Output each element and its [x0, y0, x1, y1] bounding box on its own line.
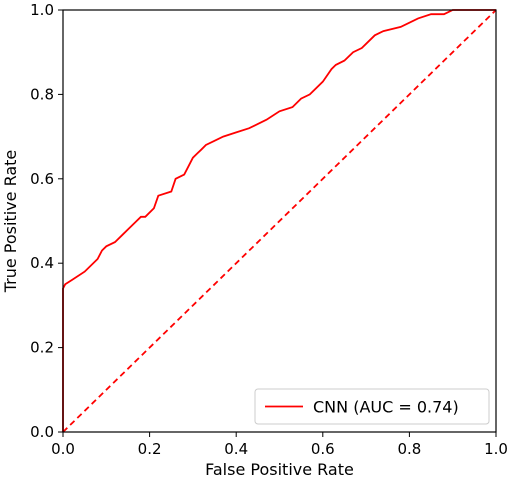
x-axis-label: False Positive Rate: [205, 460, 354, 479]
legend: CNN (AUC = 0.74): [254, 388, 490, 425]
legend-entry-cnn: CNN (AUC = 0.74): [313, 398, 459, 417]
x-tick-label: 0.0: [51, 440, 75, 458]
y-tick-label: 0.6: [30, 170, 54, 188]
x-tick-label: 0.6: [311, 440, 335, 458]
legend-box: [254, 388, 490, 425]
x-tick-label: 0.8: [397, 440, 421, 458]
x-tick-label: 0.2: [138, 440, 162, 458]
y-tick-label: 0.8: [30, 85, 54, 103]
y-tick-label: 0.4: [30, 254, 54, 272]
y-tick-label: 0.0: [30, 423, 54, 441]
y-tick-label: 0.2: [30, 339, 54, 357]
y-axis-label: True Positive Rate: [1, 150, 20, 294]
x-tick-label: 1.0: [484, 440, 508, 458]
chance-diagonal-line: [62, 9, 497, 433]
plot-frame: [62, 9, 497, 433]
y-tick-label: 1.0: [30, 1, 54, 19]
roc-curve-line: [62, 9, 496, 432]
x-tick-label: 0.4: [224, 440, 248, 458]
